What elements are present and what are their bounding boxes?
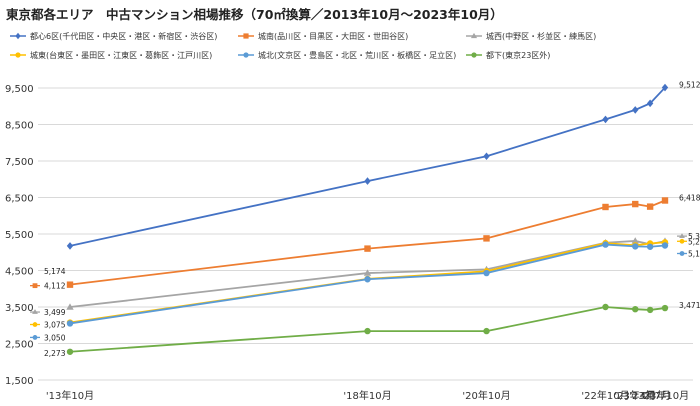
data-label-first: 3,499 [44, 308, 66, 317]
data-point [661, 197, 669, 204]
data-point [364, 177, 371, 185]
data-point [602, 203, 609, 211]
data-labels: 5,174 9,512 4,112 6,418 3,499 5,305 3,075 5,273… [30, 81, 700, 358]
series-line [69, 86, 666, 247]
legend-marker [15, 32, 21, 40]
data-point [364, 276, 371, 283]
legend-marker [243, 33, 249, 39]
data-point [66, 281, 74, 288]
data-point [602, 241, 609, 248]
data-label-last: 3,471 [679, 301, 700, 310]
data-point [66, 348, 74, 355]
data-point [483, 152, 490, 161]
label-key-marker [679, 233, 685, 239]
data-point [363, 269, 372, 276]
legend-item: 城南(品川区・目黒区・大田区・世田谷区) [238, 31, 408, 41]
y-tick-label: 6,500 [5, 194, 34, 205]
y-axis: 1,500 2,500 3,500 4,500 5,500 6,500 7,500 8,500… [5, 84, 34, 387]
y-tick-label: 8,500 [5, 121, 34, 132]
legend-item: 都心6区(千代田区・中央区・港区・新宿区・渋谷区) [10, 31, 217, 41]
data-point [632, 305, 639, 313]
series-line [69, 243, 666, 325]
y-tick-label: 2,500 [5, 340, 34, 351]
data-label-first: 3,050 [44, 333, 66, 342]
legend-marker [243, 52, 249, 58]
data-point [483, 327, 490, 335]
data-point [631, 237, 639, 244]
legend-marker [471, 52, 477, 58]
data-point [632, 243, 639, 250]
y-tick-label: 4,500 [5, 267, 34, 278]
data-point [646, 243, 654, 250]
gridlines [38, 87, 693, 381]
legend-item: 都下(東京23区外) [466, 50, 550, 60]
y-tick-label: 5,500 [5, 230, 34, 241]
x-axis: '13年10月 '18年10月 '20年10月 '22年10月'23年4月'23年7月… [46, 389, 689, 402]
data-label-first: 3,075 [44, 321, 66, 330]
data-point [646, 203, 654, 210]
data-label-first: 2,273 [44, 349, 66, 358]
series [66, 303, 669, 355]
label-key-marker [32, 309, 38, 314]
data-point [66, 303, 74, 310]
x-tick-label: '18年10月 [343, 389, 391, 402]
label-key-marker [679, 238, 685, 244]
data-label-last: 5,305 [688, 232, 700, 241]
series [66, 241, 669, 327]
x-tick-label: '20年10月 [462, 389, 510, 402]
data-label-last: 5,185 [688, 249, 700, 258]
y-tick-label: 3,500 [5, 303, 34, 314]
x-tick-label: '13年10月 [46, 389, 94, 402]
data-point [632, 106, 639, 114]
legend-label: 城南(品川区・目黒区・大田区・世田谷区) [258, 31, 408, 41]
x-tick-label: '23年10月 [641, 389, 689, 402]
x-tick-label: '22年10月 [581, 389, 629, 402]
legend-marker [470, 32, 478, 39]
data-label-first: 5,174 [44, 267, 66, 276]
label-key-marker [32, 283, 38, 289]
data-point [483, 269, 490, 277]
y-tick-label: 1,500 [5, 376, 34, 387]
x-tick-label: '23年7月 [629, 389, 671, 402]
data-point [364, 327, 371, 335]
legend-marker [15, 52, 21, 58]
data-point [66, 242, 74, 250]
data-point [661, 83, 669, 92]
data-label-first: 4,112 [44, 282, 66, 291]
data-point [646, 306, 654, 314]
data-point [602, 303, 609, 311]
label-key-marker [679, 251, 685, 256]
legend-label: 城東(台東区・墨田区・江東区・葛飾区・江戸川区) [30, 50, 212, 60]
y-tick-label: 9,500 [5, 84, 34, 95]
y-tick-label: 7,500 [5, 157, 34, 168]
data-label-last: 5,273 [688, 237, 700, 246]
data-point [632, 200, 639, 208]
data-point [364, 245, 371, 252]
legend-item: 城東(台東区・墨田区・江東区・葛飾区・江戸川区) [10, 50, 212, 60]
data-point [483, 235, 490, 242]
legend-item: 城西(中野区・杉並区・練馬区) [466, 31, 596, 41]
legend-label: 都下(東京23区外) [486, 50, 550, 60]
data-point [661, 242, 669, 249]
legend-label: 都心6区(千代田区・中央区・港区・新宿区・渋谷区) [30, 31, 217, 41]
legend-item: 城北(文京区・豊島区・北区・荒川区・板橋区・足立区) [238, 50, 456, 60]
data-label-last: 9,512 [679, 81, 700, 90]
series [66, 83, 669, 250]
label-key-marker [32, 335, 38, 340]
data-point [661, 304, 669, 312]
data-point [646, 99, 654, 108]
chart-title: 東京都各エリア 中古マンション相場推移（70㎡換算／2013年10月～2023年… [6, 7, 503, 22]
label-key-marker [32, 322, 38, 327]
legend-label: 城西(中野区・杉並区・練馬区) [486, 31, 596, 41]
series [66, 197, 669, 288]
data-point [66, 320, 74, 327]
legend: 都心6区(千代田区・中央区・港区・新宿区・渋谷区) 城南(品川区・目黒区・大田区・… [10, 31, 596, 60]
x-tick-label: '23年4月 [614, 389, 656, 402]
series-group [66, 83, 669, 355]
data-point [602, 115, 609, 124]
legend-label: 城北(文京区・豊島区・北区・荒川区・板橋区・足立区) [258, 50, 456, 60]
data-label-last: 6,418 [679, 193, 700, 202]
